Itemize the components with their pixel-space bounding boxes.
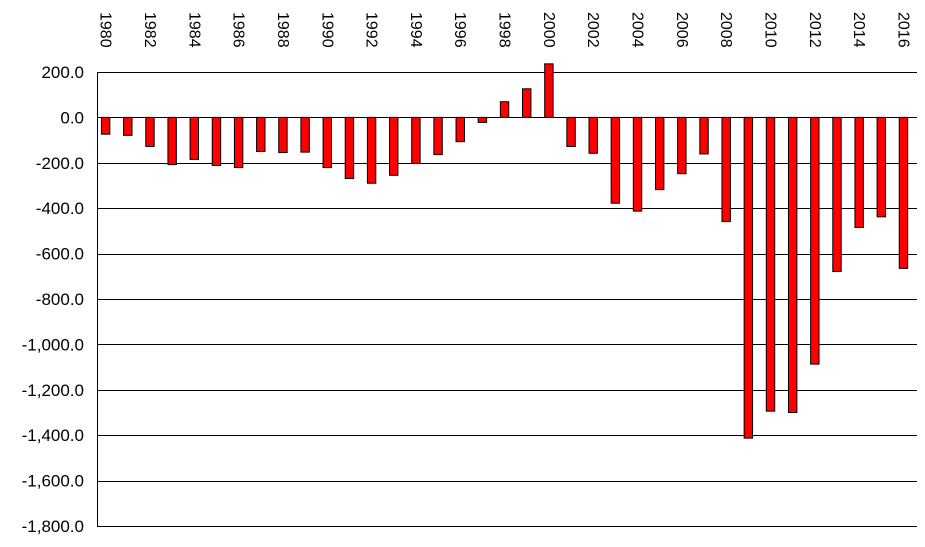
x-tick-label: 1986 <box>230 12 247 48</box>
bar-2000 <box>544 63 554 118</box>
x-tick-label: 2008 <box>717 12 734 48</box>
gridlines <box>97 72 917 527</box>
bar-2001 <box>566 116 576 147</box>
x-tick-label: 2010 <box>762 12 779 48</box>
x-tick-label: 2016 <box>894 12 911 48</box>
bar-2007 <box>699 116 709 155</box>
y-tick-label: -1,000.0 <box>22 335 84 354</box>
bar-1990 <box>322 116 332 169</box>
bar-1992 <box>366 116 377 184</box>
bar-1985 <box>211 116 222 167</box>
y-tick-label: -800.0 <box>36 290 84 309</box>
bar-2004 <box>632 116 643 212</box>
y-tick-label: 0.0 <box>60 108 84 127</box>
x-tick-label: 2014 <box>850 12 867 48</box>
bar-1989 <box>300 116 310 153</box>
x-tick-label: 1988 <box>274 12 291 48</box>
bars <box>100 63 909 439</box>
x-tick-label: 1980 <box>97 12 114 48</box>
bar-1996 <box>455 116 465 143</box>
x-tick-label: 2002 <box>584 12 601 48</box>
bar-1984 <box>189 116 200 160</box>
bar-1981 <box>123 116 133 136</box>
y-tick-label: -1,200.0 <box>22 381 84 400</box>
bar-2008 <box>721 116 731 223</box>
bar-2011 <box>787 116 798 414</box>
bar-1999 <box>522 88 532 118</box>
bar-1983 <box>167 116 177 166</box>
x-tick-label: 1982 <box>141 12 158 48</box>
x-tick-label: 2000 <box>540 12 557 48</box>
y-tick-label: -600.0 <box>36 245 84 264</box>
bar-2010 <box>765 116 776 412</box>
bar-2016 <box>898 116 909 269</box>
bar-1997 <box>477 116 488 123</box>
x-tick-label: 2012 <box>806 12 823 48</box>
bar-1986 <box>233 116 244 169</box>
x-tick-label: 2006 <box>673 12 690 48</box>
bar-2012 <box>810 116 820 365</box>
x-axis-tick-labels: 1980 1982 1984 1986 1988 1990 1992 1994 1996 1998… <box>97 12 912 48</box>
x-tick-label: 1984 <box>185 12 202 48</box>
bar-2002 <box>588 116 598 154</box>
x-tick-label: 2004 <box>629 12 646 48</box>
bar-1988 <box>278 116 288 154</box>
bar-1993 <box>389 116 399 176</box>
bar-1982 <box>145 116 155 147</box>
bar-2003 <box>610 116 621 204</box>
y-tick-label: -400.0 <box>36 199 84 218</box>
bar-2013 <box>832 116 842 273</box>
y-tick-label: 200.0 <box>41 63 84 82</box>
x-tick-label: 1994 <box>407 12 424 48</box>
bar-1980 <box>100 116 111 135</box>
y-tick-label: -1,600.0 <box>22 472 84 491</box>
bar-2009 <box>743 116 754 439</box>
x-tick-label: 1996 <box>451 12 468 48</box>
x-tick-label: 1992 <box>363 12 380 48</box>
y-tick-label: -1,400.0 <box>22 426 84 445</box>
bar-2006 <box>677 116 687 175</box>
y-axis-tick-labels: 200.0 0.0 -200.0 -400.0 -600.0 -800.0 -1,000.0… <box>22 63 84 536</box>
bar-1994 <box>411 116 421 164</box>
x-tick-label: 1990 <box>318 12 335 48</box>
x-tick-label: 1998 <box>496 12 513 48</box>
y-tick-label: -200.0 <box>36 154 84 173</box>
bar-2015 <box>876 116 887 218</box>
bar-1995 <box>433 116 443 156</box>
y-tick-label: -1,800.0 <box>22 517 84 536</box>
bar-2014 <box>854 116 864 228</box>
bar-1998 <box>499 101 510 118</box>
bar-2005 <box>654 116 665 191</box>
bar-1991 <box>344 116 355 179</box>
bar-1987 <box>256 116 266 152</box>
